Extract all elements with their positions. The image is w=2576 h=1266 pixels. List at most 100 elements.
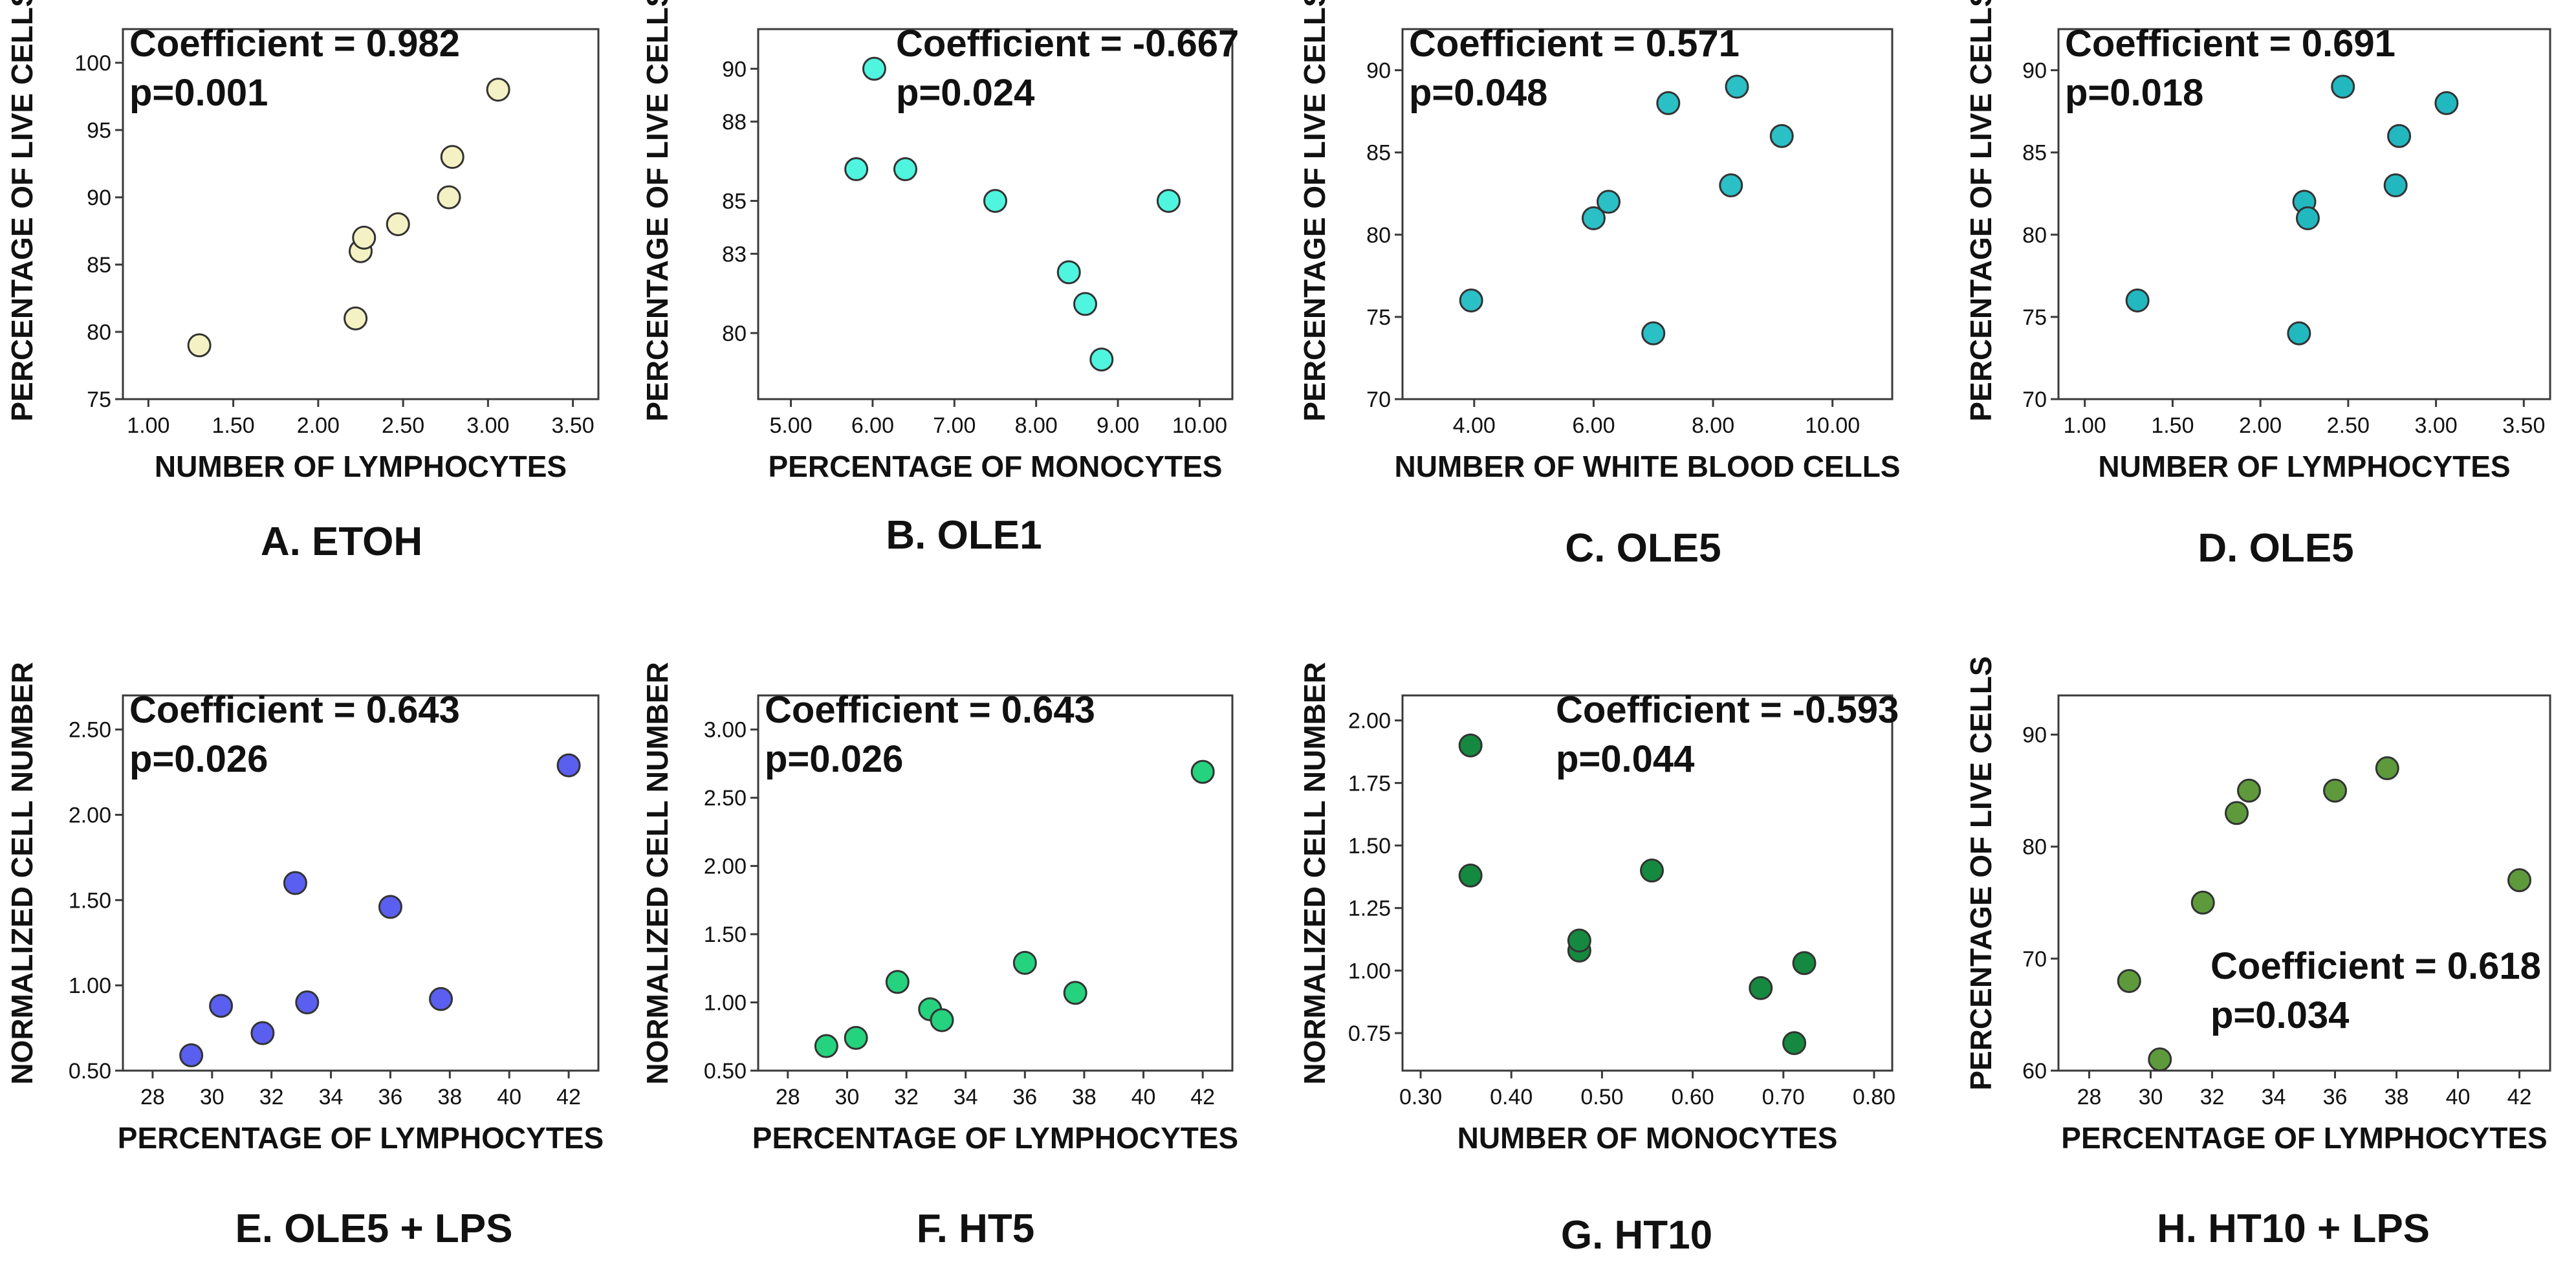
x-axis-label: NUMBER OF LYMPHOCYTES — [155, 450, 567, 483]
x-tick-label: 1.50 — [2151, 413, 2194, 438]
x-tick-label: 0.40 — [1490, 1085, 1533, 1109]
data-point — [386, 212, 410, 237]
y-tick-label: 83 — [722, 242, 747, 267]
data-point — [250, 1021, 275, 1045]
data-point — [2225, 801, 2249, 825]
y-tick-label: 2.00 — [1348, 709, 1391, 734]
x-tick-label: 9.00 — [1097, 413, 1139, 438]
panel-d: 1.00 1.50 2.00 2.50 3.00 3.50 70 75 80 85 90 NUMBER… — [1964, 0, 2551, 571]
y-tick-label: 80 — [2022, 835, 2047, 860]
y-tick-label: 70 — [1366, 387, 1391, 412]
x-tick-label: 40 — [2446, 1085, 2471, 1109]
data-point — [885, 970, 910, 994]
y-axis-label: NORMALIZED CELL NUMBER — [5, 662, 39, 1084]
data-point — [1640, 858, 1665, 883]
coefficient-label: Coefficient = 0.691 — [2065, 23, 2396, 65]
x-tick-label: 0.80 — [1853, 1085, 1895, 1109]
x-tick-label: 36 — [2323, 1085, 2348, 1109]
x-tick-label: 5.00 — [769, 413, 812, 438]
p-value-label: p=0.024 — [896, 72, 1034, 114]
x-tick-label: 3.00 — [2414, 413, 2457, 438]
data-point — [429, 987, 453, 1011]
x-axis-label: NUMBER OF WHITE BLOOD CELLS — [1395, 450, 1901, 483]
data-point — [2287, 321, 2311, 345]
data-point — [2507, 868, 2531, 893]
y-tick-label: 80 — [87, 320, 111, 345]
x-tick-label: 34 — [2262, 1085, 2286, 1109]
x-tick-label: 0.70 — [1762, 1085, 1805, 1109]
coefficient-label: Coefficient = 0.618 — [2210, 945, 2541, 987]
p-value-label: p=0.048 — [1409, 72, 1547, 114]
p-value-label: p=0.034 — [2210, 994, 2349, 1036]
y-tick-label: 85 — [1366, 141, 1391, 166]
panel-h: 28 30 32 34 36 38 40 42 60 70 80 90 PERCENTAGE OF LY… — [1964, 656, 2551, 1251]
data-point — [1073, 292, 1098, 316]
y-axis-label: PERCENTAGE OF LIVE CELLS — [1964, 656, 1998, 1090]
data-point — [2117, 968, 2141, 993]
data-point — [844, 1025, 868, 1050]
data-point — [378, 895, 402, 919]
panel-caption: G. HT10 — [1561, 1213, 1712, 1258]
x-tick-label: 32 — [259, 1085, 284, 1109]
data-point — [344, 306, 368, 331]
x-tick-label: 1.50 — [212, 413, 255, 438]
coefficient-label: Coefficient = 0.982 — [129, 23, 460, 65]
y-tick-label: 90 — [87, 186, 111, 210]
x-tick-label: 10.00 — [1805, 413, 1860, 438]
data-point — [2387, 124, 2412, 148]
y-tick-label: 2.00 — [704, 855, 747, 879]
data-point — [1063, 981, 1087, 1005]
y-tick-label: 1.25 — [1348, 897, 1391, 921]
data-point — [2237, 778, 2261, 803]
data-point — [814, 1034, 838, 1058]
x-tick-label: 40 — [497, 1085, 521, 1109]
x-tick-label: 42 — [1190, 1085, 1215, 1109]
y-tick-label: 88 — [722, 110, 747, 135]
panel-c: 4.00 6.00 8.00 10.00 70 75 80 85 90 NUMBER OF WHI… — [1298, 0, 1900, 571]
x-tick-label: 7.00 — [933, 413, 976, 438]
data-point — [1641, 321, 1666, 345]
panel-caption: E. OLE5 + LPS — [235, 1206, 513, 1251]
y-tick-label: 0.50 — [704, 1059, 747, 1084]
data-point — [1769, 124, 1794, 148]
data-point — [1719, 173, 1743, 198]
panel-b: 5.00 6.00 7.00 8.00 9.00 10.00 80 83 85 88 90 PERCE… — [640, 0, 1239, 558]
x-tick-label: 28 — [2077, 1085, 2102, 1109]
x-axis-label: NUMBER OF MONOCYTES — [1457, 1121, 1838, 1155]
data-point — [1089, 347, 1114, 372]
data-point — [1459, 288, 1483, 312]
data-point — [2434, 91, 2459, 115]
x-tick-label: 10.00 — [1172, 413, 1227, 438]
data-point — [556, 753, 581, 778]
y-axis-label: PERCENTAGE OF LIVE CELLS — [5, 0, 39, 422]
y-axis-label: PERCENTAGE OF LIVE CELLS — [1964, 0, 1998, 422]
coefficient-label: Coefficient = 0.643 — [765, 689, 1095, 731]
y-tick-label: 0.50 — [69, 1059, 111, 1084]
y-tick-label: 70 — [2022, 387, 2047, 412]
data-point — [2375, 756, 2399, 781]
x-tick-label: 36 — [1012, 1085, 1037, 1109]
coefficient-label: Coefficient = 0.643 — [129, 689, 460, 731]
y-tick-label: 95 — [87, 118, 111, 143]
x-tick-label: 38 — [2385, 1085, 2409, 1109]
x-tick-label: 0.50 — [1580, 1085, 1623, 1109]
y-tick-label: 1.50 — [1348, 834, 1391, 858]
panel-e: 28 30 32 34 36 38 40 42 0.50 1.00 1.50 2.00 2.50 PERC… — [5, 662, 604, 1251]
data-point — [1012, 950, 1037, 975]
y-tick-label: 80 — [1366, 223, 1391, 248]
x-tick-label: 36 — [378, 1085, 403, 1109]
data-point — [486, 78, 510, 102]
p-value-label: p=0.001 — [129, 72, 268, 114]
data-point — [1458, 733, 1483, 758]
data-point — [187, 333, 212, 358]
y-tick-label: 2.00 — [69, 803, 111, 828]
data-point — [1792, 951, 1817, 976]
data-point — [862, 56, 886, 81]
x-tick-label: 8.00 — [1015, 413, 1058, 438]
panel-a: 1.00 1.50 2.00 2.50 3.00 3.50 75 80 85 90 95 100 NUM… — [5, 0, 600, 564]
y-axis-label: PERCENTAGE OF LIVE CELLS — [1298, 0, 1331, 422]
x-tick-label: 1.00 — [2064, 413, 2106, 438]
y-tick-label: 1.00 — [1348, 959, 1391, 983]
x-tick-label: 38 — [437, 1085, 462, 1109]
